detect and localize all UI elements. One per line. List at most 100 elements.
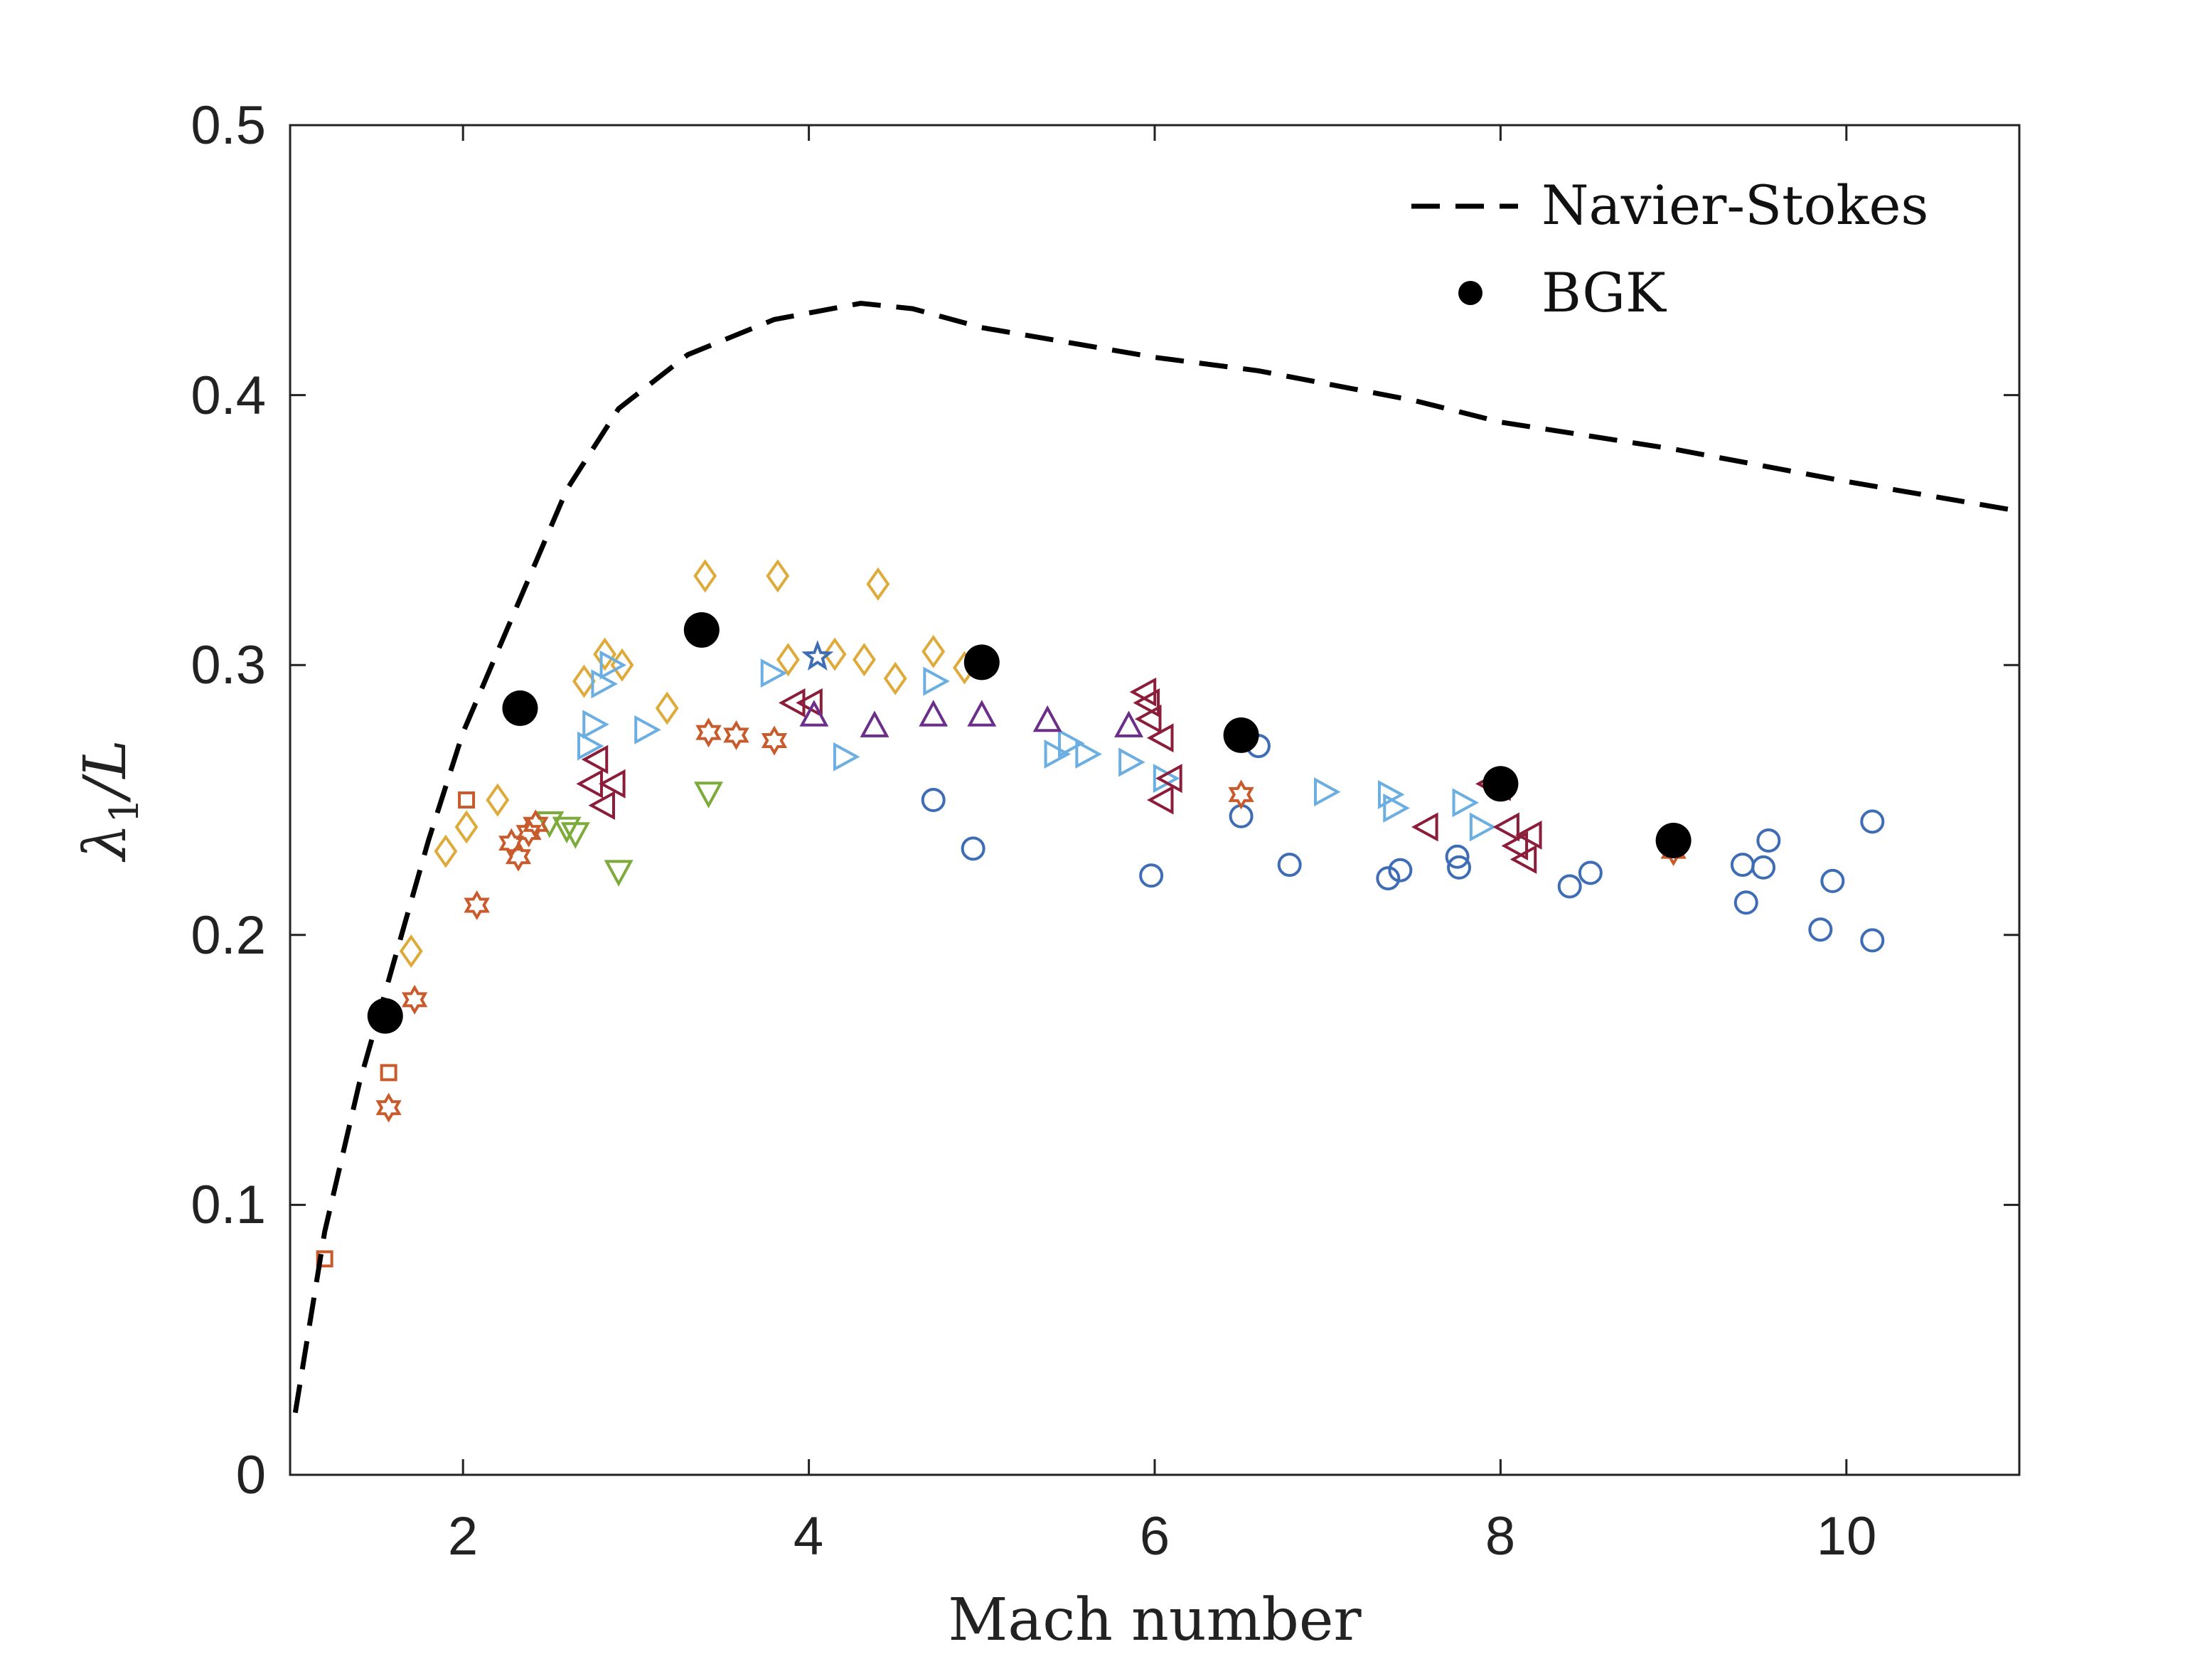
point-triangle-left-4-11 (1155, 764, 1182, 794)
data-marks (316, 559, 1885, 1268)
point-filled-circle-0-0 (367, 998, 403, 1034)
point-circle-1-0 (921, 788, 946, 812)
point-triangle-up-5-1 (860, 710, 889, 737)
point-diamond-2-4 (572, 664, 596, 698)
legend-label-bgk: BGK (1542, 261, 1667, 324)
ytick-label-5: 0.5 (191, 95, 266, 156)
point-filled-circle-0-3 (963, 644, 1000, 681)
point-square-8-1 (380, 1064, 397, 1082)
point-diamond-2-2 (454, 810, 479, 844)
point-diamond-2-11 (823, 637, 847, 671)
point-triangle-down-6-3 (604, 860, 634, 887)
point-diamond-2-15 (921, 634, 946, 668)
point-triangle-left-4-9 (1146, 723, 1174, 753)
point-circle-1-13 (1733, 890, 1758, 915)
point-hexagram-7-8 (723, 720, 749, 750)
point-triangle-left-4-3 (599, 769, 626, 799)
point-triangle-left-4-1 (581, 745, 609, 774)
point-filled-circle-0-1 (502, 690, 538, 726)
svg-text:λ1/L: λ1/L (72, 740, 148, 863)
point-diamond-2-5 (593, 637, 617, 671)
ytick-label-2: 0.2 (191, 905, 266, 966)
point-diamond-2-3 (486, 783, 510, 817)
point-filled-circle-0-5 (1482, 766, 1519, 802)
y-axis-title-symbol: λ (72, 823, 139, 863)
point-hexagram-7-7 (695, 718, 722, 748)
point-circle-1-16 (1808, 917, 1833, 942)
point-triangle-right-3-13 (1313, 777, 1341, 807)
point-triangle-up-5-4 (1032, 705, 1062, 732)
point-triangle-right-3-3 (599, 650, 627, 680)
legend: Navier-Stokes BGK (1411, 174, 1928, 324)
point-triangle-up-5-2 (919, 700, 949, 727)
point-triangle-left-4-12 (1411, 812, 1438, 842)
point-triangle-right-3-17 (1469, 812, 1497, 842)
point-triangle-left-4-16 (1501, 831, 1529, 861)
point-diamond-2-7 (655, 691, 679, 725)
point-circle-1-10 (1557, 874, 1582, 899)
bgk-series (367, 612, 1692, 1034)
x-axis-title: Mach number (948, 1586, 1362, 1654)
point-circle-1-7 (1388, 858, 1413, 882)
line-path-0 (292, 300, 2020, 1414)
point-hexagram-7-6 (523, 809, 549, 840)
point-triangle-right-3-7 (923, 666, 950, 696)
point-pentagram-9-0 (801, 640, 834, 671)
plot-area-frame (289, 124, 2021, 1476)
ytick-label-1: 0.1 (191, 1175, 266, 1235)
point-diamond-2-10 (776, 643, 800, 677)
xtick-label-0: 2 (448, 1506, 478, 1567)
point-triangle-left-4-8 (1134, 704, 1162, 734)
xtick-label-3: 8 (1485, 1506, 1515, 1567)
point-circle-1-18 (1860, 809, 1885, 834)
point-triangle-left-4-10 (1146, 785, 1174, 815)
point-triangle-right-3-5 (760, 658, 788, 688)
point-circle-1-2 (1139, 863, 1164, 888)
point-circle-1-14 (1751, 855, 1776, 880)
point-diamond-2-9 (766, 559, 790, 593)
xtick-label-4: 10 (1817, 1506, 1877, 1567)
point-circle-1-8 (1445, 844, 1470, 869)
point-triangle-right-3-0 (577, 731, 604, 761)
point-triangle-right-3-16 (1452, 788, 1480, 818)
point-triangle-left-4-15 (1492, 812, 1519, 842)
point-filled-circle-0-4 (1223, 717, 1259, 753)
point-filled-circle-0-6 (1655, 822, 1692, 858)
point-triangle-right-3-10 (1075, 739, 1102, 769)
xtick-label-1: 4 (794, 1506, 823, 1567)
xtick-label-2: 6 (1140, 1506, 1170, 1567)
point-triangle-right-3-12 (1153, 764, 1180, 794)
y-axis-title-rest: /L (72, 740, 139, 803)
ytick-label-0: 0 (236, 1445, 266, 1505)
point-triangle-left-4-7 (1133, 688, 1160, 718)
point-triangle-left-4-2 (588, 791, 615, 821)
point-triangle-right-3-8 (1044, 739, 1072, 769)
point-circle-1-6 (1376, 866, 1401, 891)
point-triangle-right-3-4 (634, 715, 661, 745)
point-circle-1-9 (1447, 855, 1472, 880)
point-triangle-up-5-5 (1114, 710, 1143, 737)
point-square-8-0 (316, 1250, 333, 1268)
ytick-label-4: 0.4 (191, 366, 266, 426)
y-axis-title-subscript: 1 (102, 798, 148, 823)
point-circle-1-19 (1860, 928, 1885, 953)
point-hexagram-7-1 (401, 984, 428, 1015)
point-diamond-2-13 (866, 567, 890, 601)
point-hexagram-7-9 (761, 725, 788, 756)
axis-ticks (290, 124, 2019, 1476)
point-triangle-down-6-2 (560, 822, 590, 849)
point-triangle-down-6-1 (552, 816, 582, 844)
point-filled-circle-0-2 (683, 612, 720, 648)
point-triangle-down-6-4 (694, 782, 724, 809)
point-triangle-left-4-4 (778, 688, 806, 718)
point-triangle-left-4-0 (576, 769, 603, 799)
y-axis-title: λ1/L (72, 740, 148, 863)
point-triangle-right-3-1 (582, 710, 609, 740)
point-square-8-2 (458, 791, 476, 809)
legend-filled-circle-icon (1458, 281, 1482, 305)
point-diamond-2-14 (883, 661, 907, 695)
point-triangle-up-5-0 (799, 700, 829, 727)
point-hexagram-7-4 (505, 841, 532, 872)
point-hexagram-7-2 (464, 890, 490, 920)
